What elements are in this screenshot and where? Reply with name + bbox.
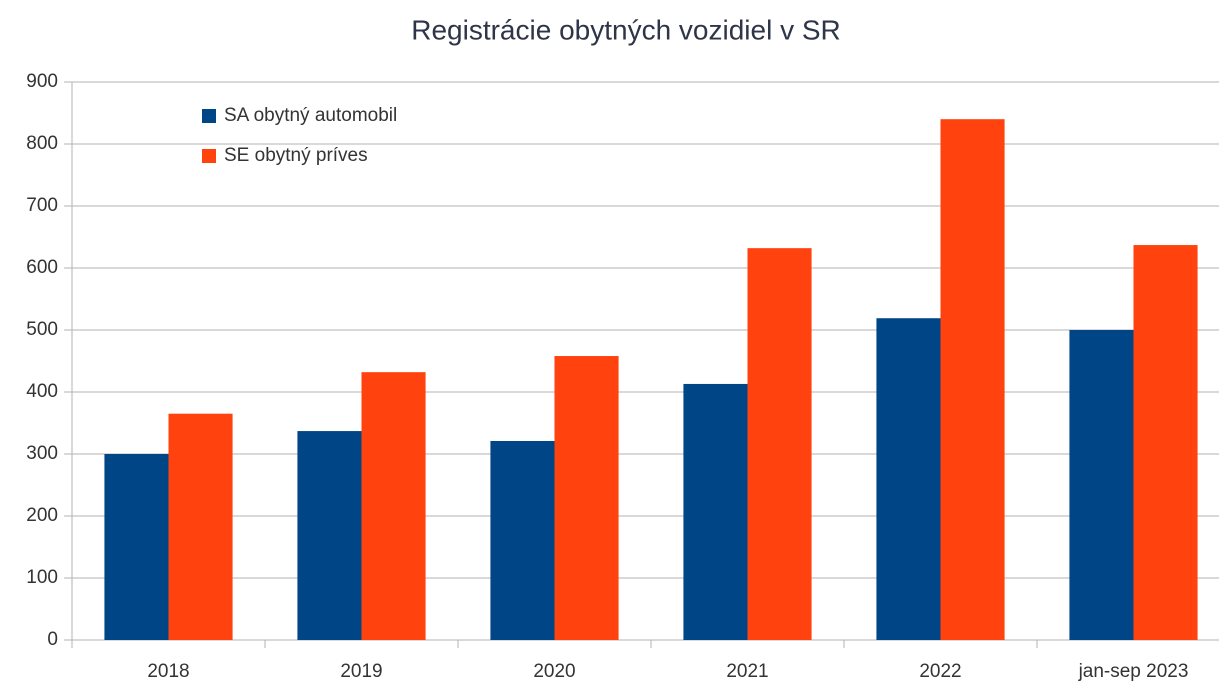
y-tick-label: 600 bbox=[26, 257, 58, 278]
y-tick-label: 0 bbox=[47, 629, 58, 650]
y-tick-label: 700 bbox=[26, 195, 58, 216]
y-tick-label: 100 bbox=[26, 567, 58, 588]
bar bbox=[747, 248, 812, 640]
x-tick-label: 2018 bbox=[147, 661, 189, 682]
legend-label: SA obytný automobil bbox=[224, 105, 397, 126]
bar bbox=[168, 413, 233, 640]
bar bbox=[490, 440, 555, 640]
x-tick-label: jan-sep 2023 bbox=[1078, 661, 1189, 682]
legend-swatch bbox=[202, 109, 216, 123]
bar bbox=[940, 119, 1005, 640]
x-tick-label: 2020 bbox=[533, 661, 575, 682]
chart-title: Registrácie obytných vozidiel v SR bbox=[411, 14, 841, 45]
legend-label: SE obytný príves bbox=[224, 145, 368, 166]
bar bbox=[297, 431, 362, 640]
bar bbox=[361, 372, 426, 640]
y-tick-label: 400 bbox=[26, 381, 58, 402]
bar bbox=[104, 454, 169, 640]
bar bbox=[1133, 245, 1198, 640]
x-tick-label: 2022 bbox=[919, 661, 961, 682]
legend-swatch bbox=[202, 149, 216, 163]
y-tick-label: 900 bbox=[26, 71, 58, 92]
y-tick-label: 800 bbox=[26, 133, 58, 154]
bar bbox=[683, 383, 748, 640]
bar bbox=[554, 356, 619, 640]
y-tick-label: 200 bbox=[26, 505, 58, 526]
bar bbox=[876, 318, 941, 640]
y-tick-label: 300 bbox=[26, 443, 58, 464]
x-tick-label: 2019 bbox=[340, 661, 382, 682]
x-tick-label: 2021 bbox=[726, 661, 768, 682]
y-tick-label: 500 bbox=[26, 319, 58, 340]
bar bbox=[1069, 330, 1134, 640]
